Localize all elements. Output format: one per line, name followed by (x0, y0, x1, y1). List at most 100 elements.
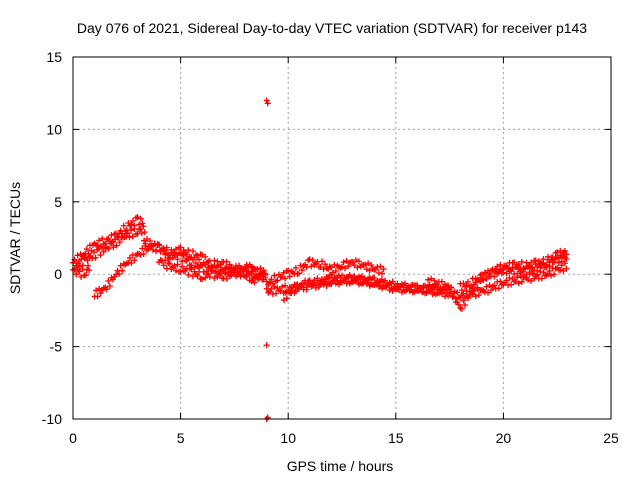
data-point (557, 252, 564, 259)
data-point (282, 282, 289, 289)
data-point (162, 251, 169, 258)
data-point (465, 295, 472, 302)
data-point (343, 257, 350, 264)
data-point (97, 252, 104, 259)
data-point (223, 275, 230, 282)
series-track-h (263, 256, 387, 288)
data-point (137, 226, 144, 233)
data-point (411, 282, 418, 289)
data-point (468, 283, 475, 290)
data-point (342, 275, 349, 282)
data-point (557, 266, 564, 273)
data-point (185, 271, 192, 278)
data-point (515, 261, 522, 268)
data-point (172, 246, 179, 253)
data-point (524, 263, 531, 270)
outlier-point (264, 100, 271, 107)
data-point (103, 286, 110, 293)
data-point (385, 281, 392, 288)
data-point (451, 290, 458, 297)
data-point (521, 265, 528, 272)
data-point (134, 230, 141, 237)
y-tick-label: -10 (42, 411, 62, 427)
data-point (368, 276, 375, 283)
data-point (214, 263, 221, 270)
data-point (202, 261, 209, 268)
data-point (524, 276, 531, 283)
data-point (460, 290, 467, 297)
chart-title: Day 076 of 2021, Sidereal Day-to-day VTE… (77, 20, 587, 36)
data-point (95, 245, 102, 252)
data-point (478, 271, 485, 278)
data-point (166, 260, 173, 267)
data-point (163, 246, 170, 253)
data-point (322, 276, 329, 283)
data-point (468, 288, 475, 295)
data-point (366, 282, 373, 289)
data-point (380, 279, 387, 286)
data-point (365, 260, 372, 267)
outlier-point (264, 414, 271, 421)
data-point (368, 262, 375, 269)
data-point (116, 271, 123, 278)
data-point (395, 286, 402, 293)
data-point (540, 260, 547, 267)
data-point (445, 292, 452, 299)
data-point (409, 289, 416, 296)
data-point (518, 258, 525, 265)
data-point (561, 247, 568, 254)
data-point (377, 263, 384, 270)
data-point (418, 289, 425, 296)
data-point (177, 250, 184, 257)
data-point (217, 261, 224, 268)
data-point (211, 262, 218, 269)
data-point (561, 260, 568, 267)
data-point (538, 275, 545, 282)
data-point (217, 270, 224, 277)
data-point (366, 267, 373, 274)
data-point (172, 267, 179, 274)
data-point (406, 287, 413, 294)
data-point (185, 255, 192, 262)
y-tick-label: 0 (54, 266, 62, 282)
data-point (92, 254, 99, 261)
data-point (192, 260, 199, 267)
data-point (251, 279, 258, 286)
data-point (183, 251, 190, 258)
y-axis-ticks: -10 -5 0 5 10 15 (42, 49, 611, 427)
grid-lines (73, 57, 611, 419)
data-point (105, 278, 112, 285)
data-point (311, 279, 318, 286)
data-point (96, 237, 103, 244)
data-point (558, 258, 565, 265)
data-point (518, 269, 525, 276)
data-point (199, 276, 206, 283)
data-point (523, 271, 530, 278)
data-point (331, 277, 338, 284)
data-point (242, 265, 249, 272)
data-point (503, 270, 510, 277)
data-point (352, 278, 359, 285)
data-point (328, 264, 335, 271)
data-point (511, 259, 518, 266)
data-point (423, 284, 430, 291)
data-point (294, 281, 301, 288)
data-point (226, 264, 233, 271)
data-point (283, 295, 290, 302)
data-point (119, 230, 126, 237)
data-point (248, 268, 255, 275)
data-point (485, 289, 492, 296)
data-point (546, 263, 553, 270)
data-point (106, 282, 113, 289)
data-point (378, 270, 385, 277)
data-point (526, 269, 533, 276)
data-point (426, 281, 433, 288)
data-point (129, 233, 136, 240)
data-point (449, 294, 456, 301)
data-point (268, 276, 275, 283)
data-point (140, 223, 147, 230)
data-point (185, 247, 192, 254)
data-point (495, 285, 502, 292)
data-point (260, 276, 267, 283)
data-point (422, 290, 429, 297)
